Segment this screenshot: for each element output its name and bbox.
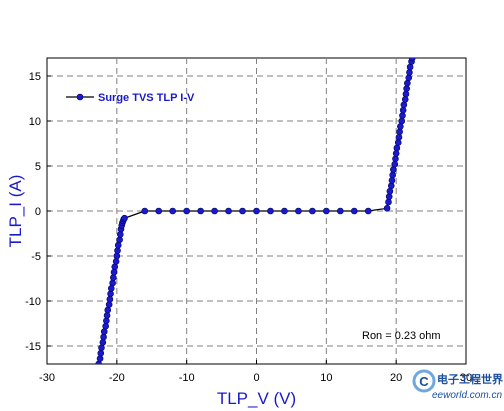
data-point: [405, 74, 413, 82]
data-point: [336, 207, 344, 215]
x-tick-label: -20: [109, 372, 125, 384]
data-point: [106, 295, 114, 303]
data-point: [121, 214, 128, 222]
data-point: [403, 85, 410, 92]
data-point: [408, 58, 416, 62]
data-point: [103, 312, 111, 319]
x-tick-label: 10: [320, 372, 332, 384]
y-tick-label: -5: [31, 251, 41, 263]
watermark: C 电子工程世界 eeworld.com.cn: [412, 369, 503, 401]
x-axis-title: TLP_V (V): [217, 389, 296, 408]
data-point: [99, 339, 107, 346]
data-point: [295, 207, 302, 215]
data-point: [169, 207, 176, 215]
data-point: [116, 236, 123, 244]
data-point: [239, 207, 246, 215]
x-tick-label: 0: [253, 372, 259, 384]
data-point: [117, 231, 124, 238]
data-point: [225, 207, 232, 215]
data-point: [114, 247, 121, 254]
data-point: [383, 205, 391, 212]
legend: Surge TVS TLP I-V: [66, 92, 195, 104]
y-tick-label: 5: [35, 161, 41, 173]
data-point: [389, 171, 396, 179]
x-tick-label: -30: [39, 372, 55, 384]
data-point: [398, 117, 406, 125]
data-point: [396, 128, 403, 136]
data-point: [141, 207, 149, 215]
x-tick-label: -10: [179, 372, 195, 384]
data-point: [392, 150, 400, 157]
data-point: [390, 166, 397, 173]
y-tick-label: -15: [25, 341, 41, 353]
data-point: [392, 155, 399, 163]
data-point: [104, 306, 112, 314]
data-point: [309, 207, 316, 215]
data-point: [391, 160, 399, 168]
data-point: [110, 268, 118, 276]
ron-annotation: Ron = 0.23 ohm: [362, 330, 441, 342]
data-point: [399, 106, 407, 114]
data-point: [395, 133, 403, 141]
data-point: [103, 317, 110, 325]
data-point: [364, 207, 372, 215]
data-point: [197, 207, 204, 215]
data-point: [107, 290, 114, 298]
watermark-brand: 电子工程世界: [437, 372, 503, 386]
data-point: [399, 112, 406, 119]
data-point: [387, 182, 395, 190]
data-point: [386, 187, 394, 195]
data-point: [402, 90, 410, 98]
data-point: [112, 258, 120, 265]
tick-labels: -30 -20 -10 0 10 20 30 -15 -10 -5 0 5 10 15: [25, 71, 472, 384]
data-point: [388, 177, 396, 184]
data-point: [323, 207, 330, 215]
data-point: [401, 96, 409, 103]
data-point: [406, 69, 413, 76]
data-point: [183, 207, 190, 215]
x-tick-label: 30: [460, 372, 472, 384]
data-point: [404, 79, 411, 87]
data-point: [102, 322, 109, 330]
data-point: [394, 139, 402, 146]
data-point: [100, 328, 108, 335]
series-layer: [95, 58, 416, 364]
data-point: [109, 279, 116, 287]
data-point: [111, 263, 119, 271]
data-point: [393, 144, 401, 152]
data-point: [406, 63, 414, 71]
y-axis-title: TLP_I (A): [6, 175, 25, 248]
y-tick-label: 10: [29, 116, 41, 128]
legend-marker: [76, 93, 84, 101]
data-point: [97, 349, 105, 357]
watermark-logo-letter: C: [419, 374, 429, 389]
data-point: [385, 193, 393, 200]
data-point: [155, 207, 163, 215]
data-point: [281, 207, 288, 215]
data-point: [96, 355, 104, 362]
data-point: [385, 198, 392, 206]
data-point: [400, 101, 408, 109]
data-point: [105, 301, 113, 308]
y-tick-label: 0: [35, 206, 41, 218]
data-point: [107, 285, 115, 292]
data-point: [113, 252, 121, 260]
data-point: [350, 207, 358, 215]
watermark-logo-icon: [412, 369, 436, 393]
data-point: [98, 344, 105, 352]
data-point: [110, 274, 117, 281]
data-point: [267, 207, 274, 215]
watermark-site: eeworld.com.cn: [432, 390, 502, 401]
data-point: [100, 333, 107, 341]
data-point: [211, 207, 218, 215]
data-point: [253, 207, 260, 215]
data-point: [114, 241, 122, 249]
data-point: [397, 123, 404, 130]
y-tick-label: 15: [29, 71, 41, 83]
y-tick-label: -10: [25, 296, 41, 308]
legend-label: Surge TVS TLP I-V: [98, 92, 195, 104]
x-tick-label: 20: [390, 372, 402, 384]
